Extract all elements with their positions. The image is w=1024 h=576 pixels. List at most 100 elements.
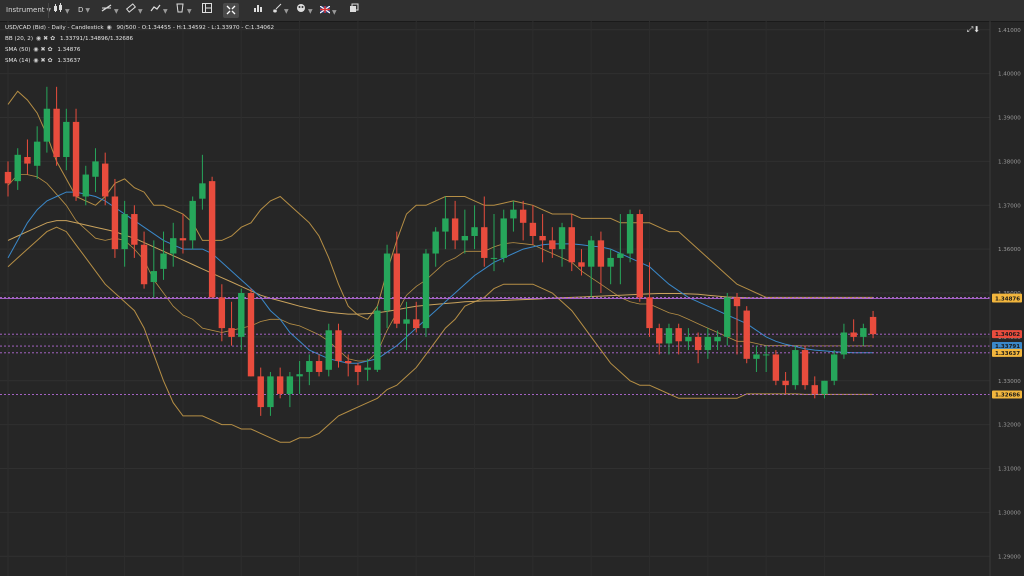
price-level-badge	[992, 330, 1022, 339]
candle-body	[72, 121, 80, 197]
candle-body	[374, 310, 381, 370]
window-button[interactable]	[349, 3, 359, 18]
candle-body	[335, 330, 342, 362]
trend-icon	[150, 4, 161, 12]
candle-body	[840, 332, 848, 355]
gear-icon[interactable]: ✿	[50, 35, 56, 42]
legend-bb-label: BB (20, 2)	[5, 36, 34, 42]
candle-body	[539, 235, 546, 241]
candle-body	[92, 161, 99, 177]
chevron-down-icon: ▼	[114, 8, 119, 15]
candle-body	[451, 218, 459, 241]
legend-sma50-value: 1.34876	[57, 47, 81, 53]
candle-body	[238, 293, 245, 337]
y-tick-label: 1.33000	[998, 379, 1021, 385]
brush-menu[interactable]: ▼	[272, 3, 289, 18]
candle-body	[286, 376, 294, 394]
legend-sma14-value: 1.33637	[57, 58, 81, 64]
close-icon[interactable]: ✖	[43, 35, 49, 42]
candles	[4, 86, 877, 416]
legend-sma50: SMA (50) ◉ ✖ ✿ 1.34876	[5, 46, 80, 53]
chevron-down-icon: ▼	[163, 8, 168, 15]
candle-body	[14, 154, 21, 182]
candle-body	[315, 361, 323, 372]
cup-menu[interactable]: ▼	[175, 3, 192, 18]
price-level-label: 1.34876	[995, 296, 1020, 302]
y-tick-label: 1.32000	[998, 423, 1021, 429]
y-tick-label: 1.31000	[998, 467, 1021, 473]
bar-chart-icon	[254, 5, 262, 12]
gear-icon[interactable]: ✿	[47, 46, 53, 53]
eye-icon[interactable]: ◉	[33, 57, 39, 64]
candle-body	[694, 336, 702, 351]
chevron-down-icon: ▼	[65, 8, 70, 15]
candle-body	[782, 380, 789, 386]
candle-body	[228, 328, 235, 337]
flag-icon	[319, 5, 331, 14]
candle-body	[432, 231, 439, 254]
y-tick-label: 1.36000	[998, 247, 1021, 253]
expand-icon	[226, 5, 236, 15]
candle-body	[24, 157, 31, 164]
bollinger-bands	[7, 90, 874, 443]
instrument-label: Instrument	[6, 6, 45, 14]
layout-button[interactable]	[202, 3, 212, 18]
sma14-line	[7, 191, 874, 364]
candle-body	[617, 253, 624, 258]
candle-body	[831, 354, 838, 381]
candle-body	[860, 328, 867, 337]
expand-button[interactable]	[223, 3, 239, 18]
download-icon[interactable]: ⬇	[973, 25, 980, 34]
bb-upper-line	[7, 90, 874, 320]
candle-body	[53, 108, 60, 158]
bb-middle-line	[7, 174, 874, 362]
price-level-label: 1.33637	[995, 351, 1020, 357]
candle-body	[519, 209, 527, 223]
chevron-down-icon: ▼	[85, 7, 91, 14]
gear-icon[interactable]: ✿	[47, 57, 53, 64]
candle-body	[743, 310, 750, 359]
candle-body	[733, 297, 741, 307]
chart-tools[interactable]: ⤢⬇	[967, 25, 980, 35]
legend-sma50-label: SMA (50)	[5, 47, 31, 53]
legend-sma14: SMA (14) ◉ ✖ ✿ 1.33637	[5, 57, 80, 64]
candle-body	[189, 200, 196, 241]
close-icon[interactable]: ✖	[40, 57, 46, 64]
y-tick-label: 1.40000	[998, 72, 1021, 78]
candle-body	[588, 240, 595, 267]
candle-body	[510, 209, 517, 219]
bar-chart-button[interactable]	[253, 3, 263, 18]
close-icon[interactable]: ✖	[40, 46, 46, 53]
chevron-down-icon: ▼	[308, 8, 313, 15]
candle-body	[393, 253, 400, 324]
candle-body	[646, 297, 653, 329]
trend-menu[interactable]: ▼	[150, 3, 168, 18]
line-draw-menu[interactable]: ▼	[101, 3, 119, 18]
eye-icon[interactable]: ◉	[35, 35, 42, 42]
candle-body	[636, 214, 643, 298]
language-menu[interactable]: ▼	[319, 3, 337, 18]
palette-menu[interactable]: ▼	[296, 3, 313, 18]
measure-menu[interactable]: ▼	[125, 3, 143, 18]
candle-body	[102, 163, 109, 197]
zoom-icon[interactable]: ⤢	[966, 25, 974, 34]
y-tick-label: 1.30000	[998, 510, 1021, 516]
eye-icon[interactable]: ◉	[33, 46, 39, 53]
candle-body	[461, 235, 469, 241]
toolbar: Instrument▼ ▼ D▼ ▼ ▼ ▼ ▼ ▼ ▼ ▼	[0, 0, 1024, 22]
legend-main-title: USD/CAD (Bid) - Daily - Candlestick	[5, 25, 104, 31]
sma50-line	[7, 220, 874, 315]
timeframe-menu[interactable]: D ▼	[78, 3, 90, 18]
price-chart[interactable]: 1.41000 1.40000 1.39000 1.38000 1.37000 1.360…	[0, 21, 1024, 576]
price-level-label: 1.32686	[995, 393, 1020, 399]
chart-type-menu[interactable]: ▼	[53, 3, 70, 18]
eye-icon[interactable]: ◉	[106, 24, 112, 31]
palette-icon	[297, 4, 305, 12]
candle-body	[383, 253, 391, 311]
instrument-menu[interactable]: Instrument▼	[6, 3, 51, 18]
candle-body	[82, 174, 89, 197]
price-lines	[0, 297, 990, 395]
window-icon	[350, 3, 359, 12]
candle-body	[500, 218, 507, 258]
y-tick-label: 1.41000	[998, 28, 1021, 34]
